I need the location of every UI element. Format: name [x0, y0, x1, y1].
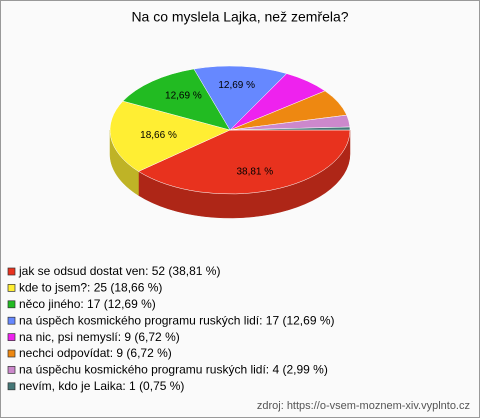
value-label: 12,69 %: [218, 80, 255, 91]
legend-label: na úspěch kosmického programu ruských li…: [19, 313, 335, 327]
legend-swatch: [7, 267, 16, 276]
slice: [229, 126, 351, 131]
legend-swatch: [7, 382, 16, 391]
legend-swatch: [7, 349, 16, 358]
legend-label: nechci odpovídat: 9 (6,72 %): [19, 346, 172, 360]
legend-label: na úspěchu kosmického programu ruských l…: [19, 363, 328, 377]
legend-swatch: [7, 284, 16, 292]
slice: [122, 68, 231, 131]
chart-title: Na co myslela Lajka, než zemřela?: [131, 9, 348, 25]
legend-label: na nic, psi nemyslí: 9 (6,72 %): [19, 330, 180, 344]
legend-swatch: [7, 300, 16, 309]
legend-label: kde to jsem?: 25 (18,66 %): [19, 281, 162, 295]
legend-label: jak se odsud dostat ven: 52 (38,81 %): [18, 264, 220, 278]
slice: [137, 129, 351, 195]
slice: [193, 65, 288, 131]
value-label: 12,69 %: [165, 90, 202, 101]
slice: [109, 100, 231, 172]
value-label: 18,66 %: [140, 130, 177, 141]
source: zdroj: https://o-vsem-moznem-xiv.vyplnto…: [257, 400, 470, 412]
legend-label: nevím, kdo je Laika: 1 (0,75 %): [19, 379, 184, 393]
legend-swatch: [7, 316, 16, 325]
value-label: 38,81 %: [236, 167, 273, 178]
legend-swatch: [7, 333, 16, 341]
legend-label: něco jiného: 17 (12,69 %): [19, 297, 156, 311]
legend-swatch: [7, 366, 16, 374]
